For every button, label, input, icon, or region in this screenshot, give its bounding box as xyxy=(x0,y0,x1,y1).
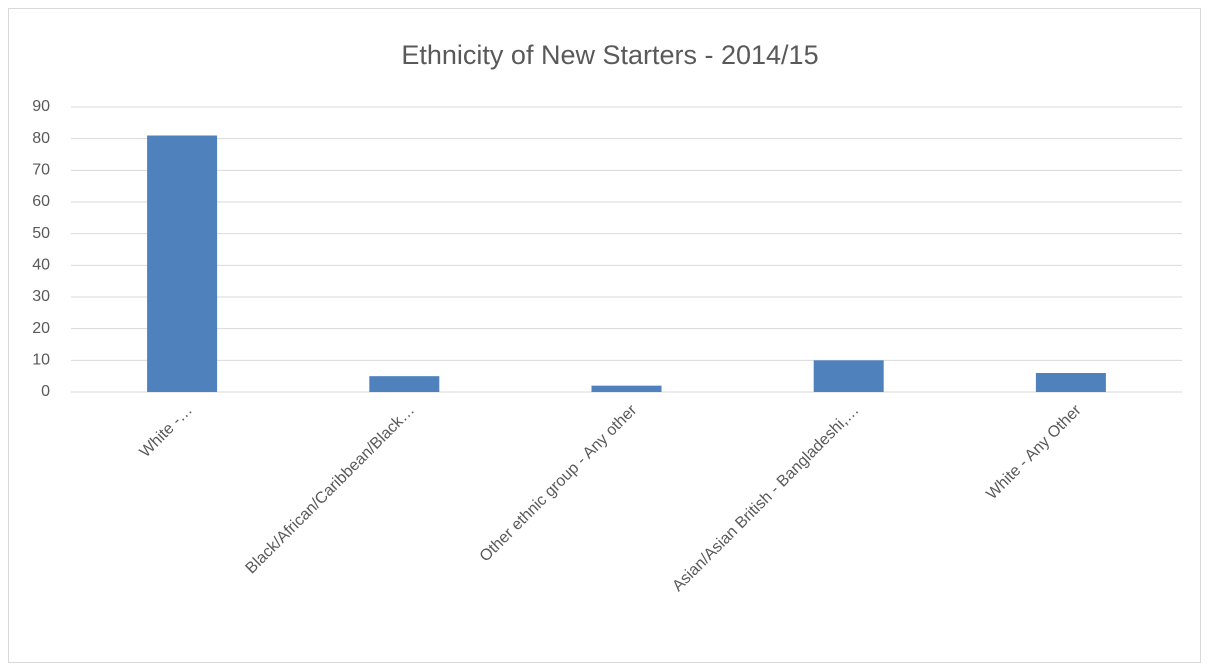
bar xyxy=(1035,373,1106,392)
bar xyxy=(813,360,884,392)
y-tick-label: 20 xyxy=(32,320,50,337)
y-tick-label: 90 xyxy=(32,98,50,115)
bar xyxy=(591,385,662,392)
y-tick-label: 80 xyxy=(32,130,50,147)
y-tick-label: 40 xyxy=(32,257,50,274)
y-tick-label: 0 xyxy=(41,383,50,400)
y-tick-label: 70 xyxy=(32,162,50,179)
y-tick-label: 60 xyxy=(32,193,50,210)
y-tick-label: 50 xyxy=(32,225,50,242)
y-tick-label: 10 xyxy=(32,352,50,369)
y-tick-label: 30 xyxy=(32,288,50,305)
bar xyxy=(147,135,218,392)
bar xyxy=(369,376,440,392)
chart-title: Ethnicity of New Starters - 2014/15 xyxy=(401,40,818,70)
